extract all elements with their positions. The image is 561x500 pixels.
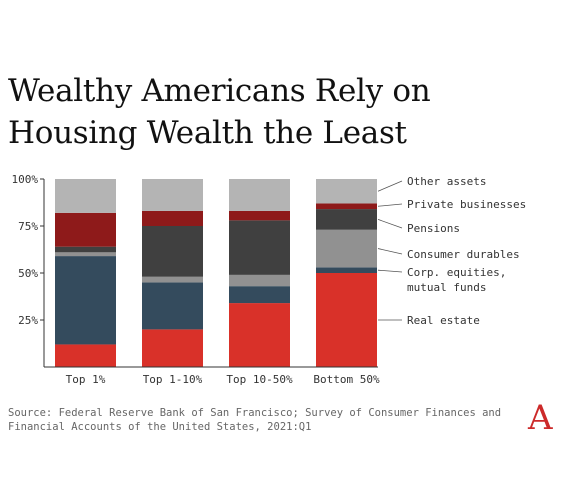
y-tick-label: 25% [18,314,38,327]
bar-segment [142,210,203,226]
bar-segment [55,212,116,247]
legend-label: Pensions [407,222,460,235]
bar-segment [142,226,203,277]
legend-label: Consumer durables [407,248,520,261]
bar-segment [316,179,377,204]
bar-segment [55,246,116,253]
bar-segment [229,220,290,275]
legend-label: Private businesses [407,198,526,211]
legend-leader-line [377,248,403,255]
stacked-bar-chart: 25% 50% 75% 100% Top 1% Top 1-10% Top 10-50% B… [12,173,527,386]
bar-segment [55,179,116,213]
bar-segment [229,286,290,304]
bar-segment [316,209,377,230]
legend-leader-line [377,203,403,207]
x-tick-label: Top 1-10% [143,373,203,386]
legend-leader-line [377,219,403,229]
legend-label: Corp. equities, [407,266,506,279]
chart-title: Wealthy Americans Rely on Housing Wealth… [8,73,431,151]
bar-segment [316,203,377,210]
legend-label: Other assets [407,175,486,188]
bar-segment [229,210,290,221]
source-note: Source: Federal Reserve Bank of San Fran… [8,407,502,433]
bars-group [55,179,377,367]
bar-segment [229,303,290,367]
x-tick-label: Bottom 50% [313,373,380,386]
bar-segment [229,179,290,211]
y-tick-label: 75% [18,220,38,233]
publisher-logo: A [528,398,553,438]
bar-segment [316,267,377,273]
y-tick-label: 50% [18,267,38,280]
bar-segment [55,344,116,367]
x-tick-label: Top 10-50% [226,373,293,386]
bar-segment [142,329,203,367]
bar-segment [142,276,203,283]
bar-segment [229,274,290,287]
bar-segment [142,282,203,330]
legend-label: mutual funds [407,281,486,294]
bar-segment [142,179,203,211]
legend-leader-line [377,269,403,273]
y-tick-label: 100% [12,173,39,186]
x-tick-label: Top 1% [66,373,106,386]
legend-label: Real estate [407,314,480,327]
bar-segment [316,229,377,268]
x-axis: Top 1% Top 1-10% Top 10-50% Bottom 50% [44,366,380,386]
bar-segment [316,273,377,367]
bar-segment [55,252,116,257]
y-axis: 25% 50% 75% 100% [12,173,45,367]
bar-segment [55,256,116,345]
legend-leader-line [377,180,403,192]
legend: Other assets Private businesses Pensions Co… [377,175,526,327]
